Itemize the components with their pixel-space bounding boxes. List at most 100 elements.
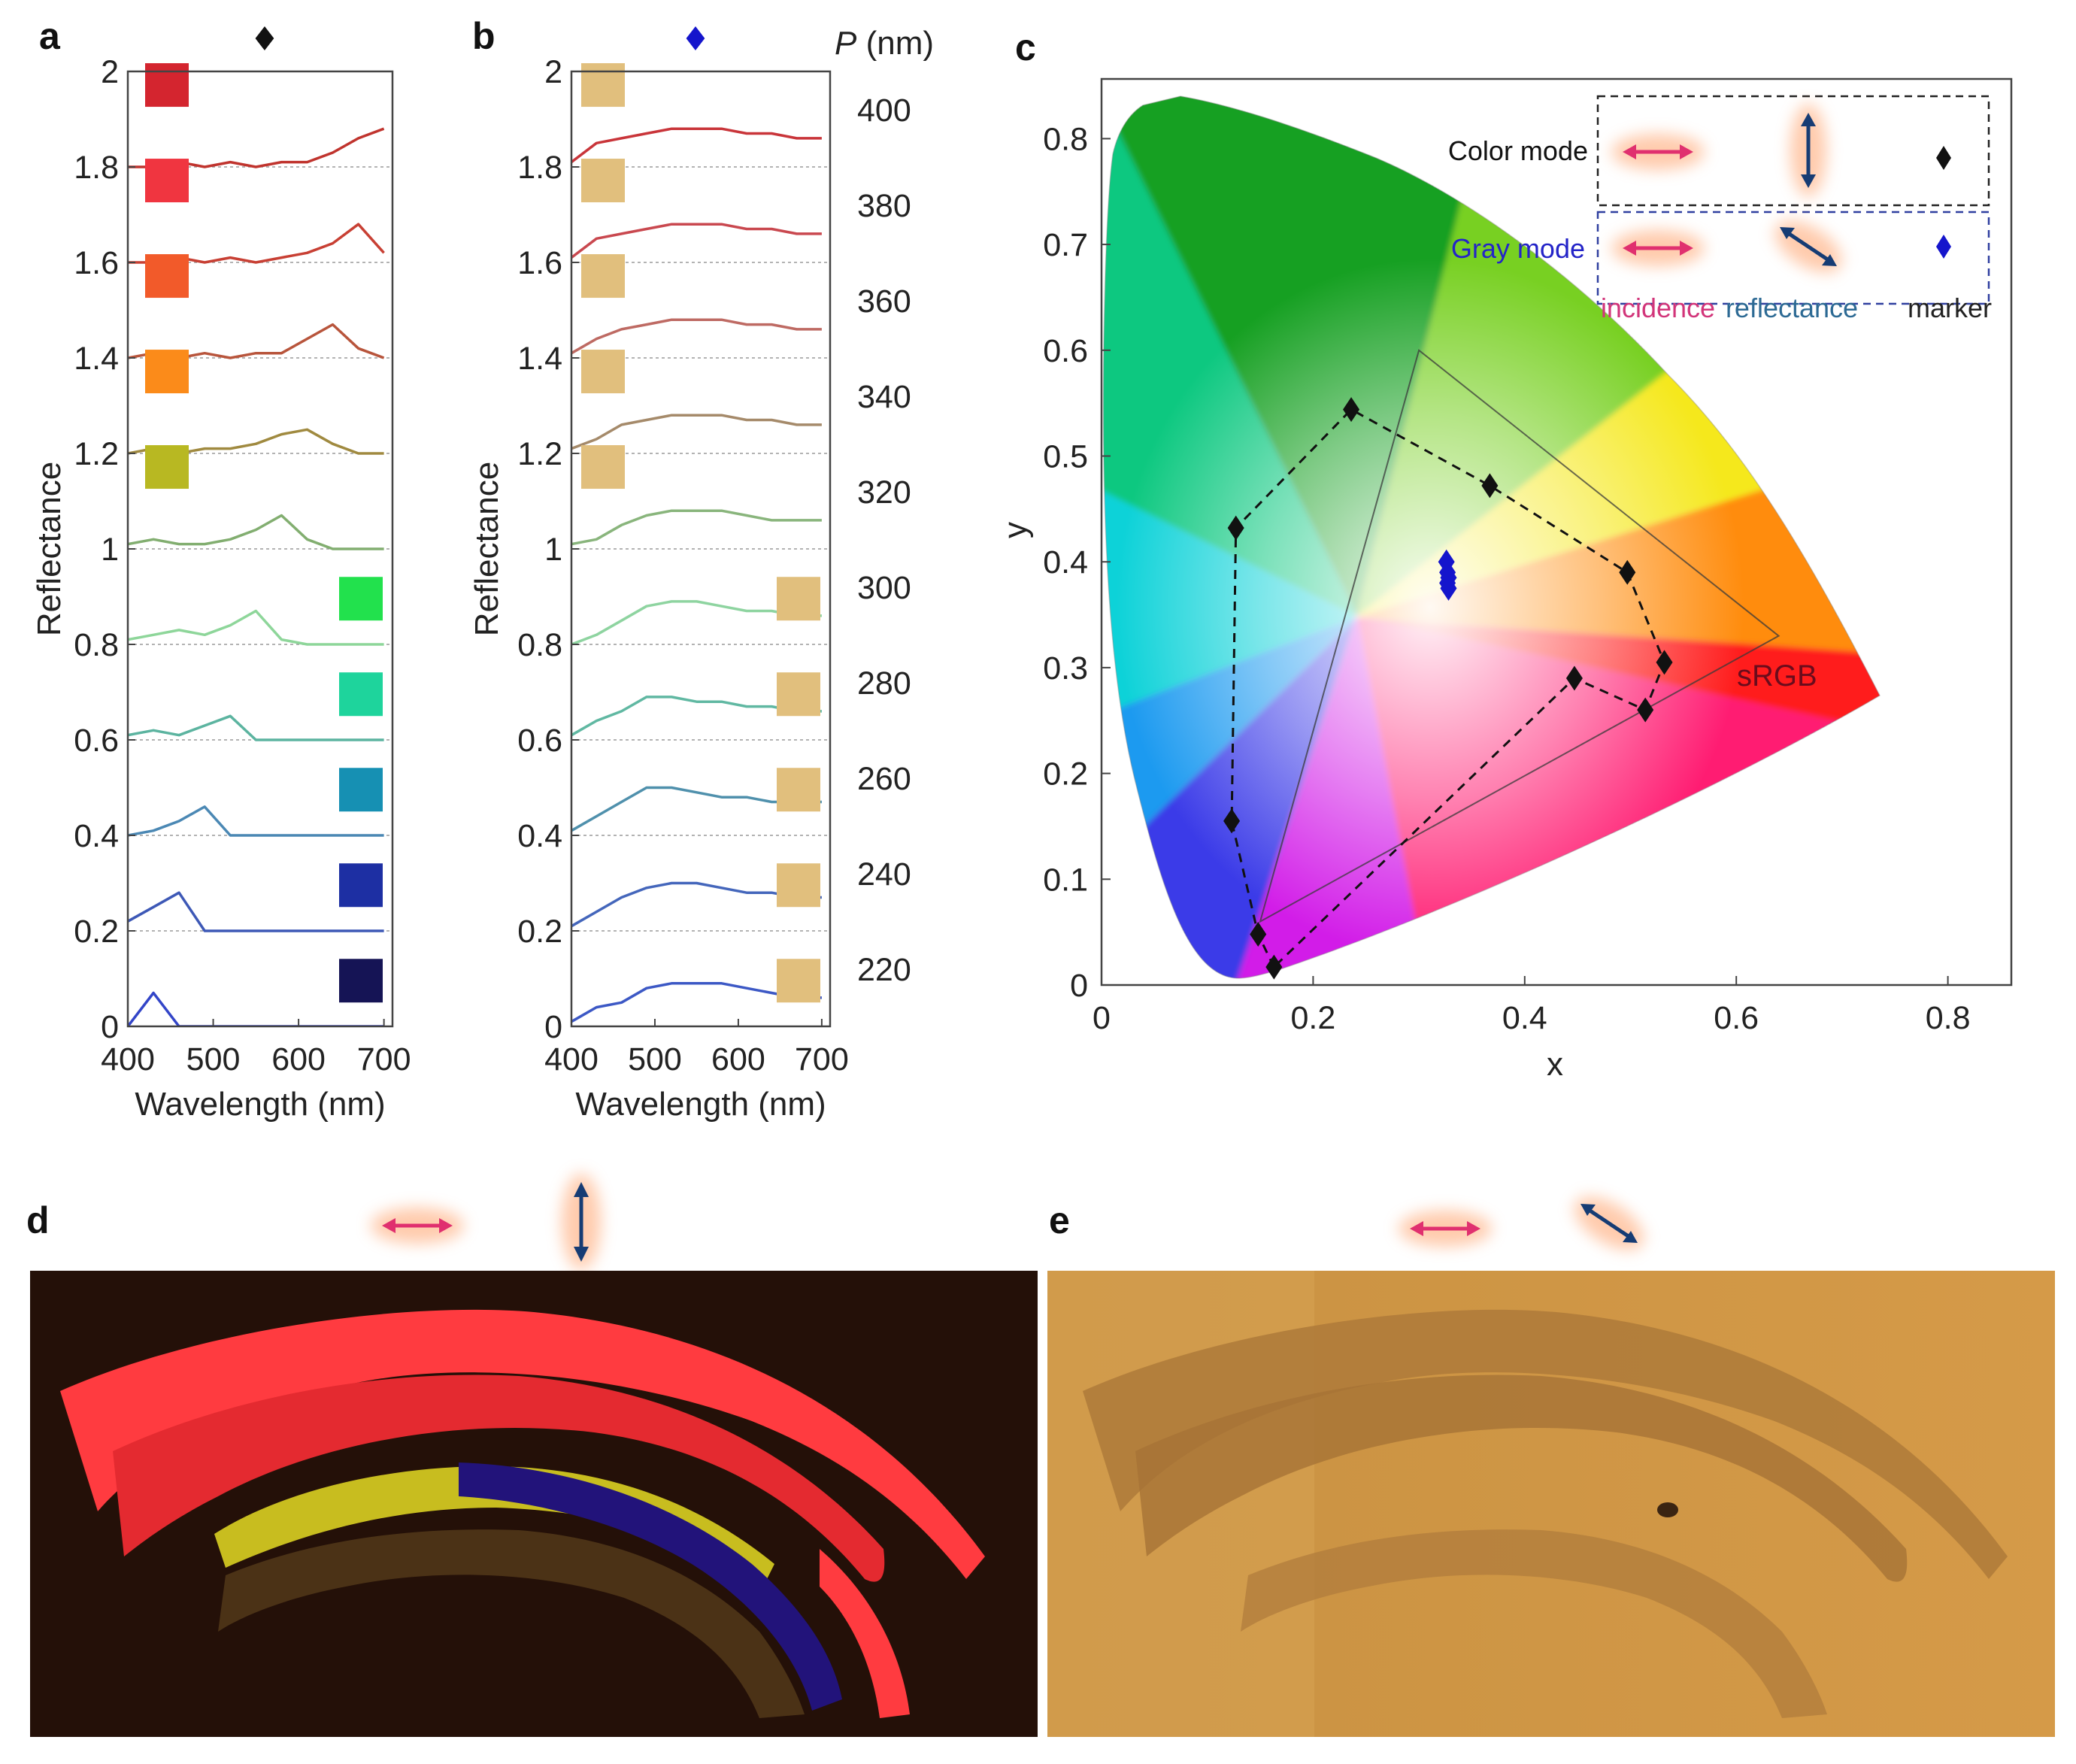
swatches-a <box>145 63 383 1003</box>
legend-gray-mode-label: Gray mode <box>1451 233 1585 264</box>
gray-mode-points <box>1438 549 1457 601</box>
y-tick-label: 1.4 <box>517 341 562 377</box>
color-swatch <box>145 159 189 203</box>
x-tick-label: 0.6 <box>1714 1000 1759 1036</box>
y-tick-label: 2 <box>544 54 562 90</box>
legend-incidence-arrow-color <box>1611 134 1705 170</box>
x-ticks-a: 400 500 600 700 <box>101 1019 411 1077</box>
color-swatch <box>339 577 383 621</box>
micrograph-color-mode <box>30 1271 1038 1737</box>
color-mode-marker <box>1250 921 1267 947</box>
y-tick-label: 0 <box>101 1009 119 1045</box>
color-mode-marker <box>1481 473 1499 499</box>
color-mode-path <box>1230 408 1666 968</box>
period-label: 220 <box>857 952 911 988</box>
color-swatch <box>145 63 189 108</box>
legend-color-mode-box <box>1596 95 1990 207</box>
color-mode-marker <box>1656 650 1673 675</box>
spectrum-P-220 <box>128 991 384 1026</box>
legend-marker-color <box>1936 146 1951 170</box>
legend-reflectance-arrow-color <box>1790 104 1826 197</box>
y-tick-label: 0.7 <box>1043 227 1088 263</box>
y-tick-label: 1.6 <box>517 245 562 281</box>
color-swatch <box>145 445 189 489</box>
sample-swatch <box>581 350 625 394</box>
color-mode-marker <box>1637 697 1654 723</box>
y-tick-label: 1 <box>101 532 119 568</box>
srgb-triangle <box>1259 349 1781 923</box>
y-tick-label: 1.6 <box>74 245 119 281</box>
x-tick-label: 600 <box>711 1041 765 1077</box>
legend-reflectance-arrow-gray <box>1774 220 1842 273</box>
y-tick-label: 0.8 <box>1043 121 1088 157</box>
color-mode-marker <box>1223 808 1241 834</box>
incidence-arrow-e <box>1399 1211 1492 1247</box>
sample-swatch <box>581 159 625 203</box>
gray-mode-marker <box>1440 575 1457 601</box>
legend-incidence-arrow-gray <box>1611 230 1705 266</box>
spectrum-P-380 <box>571 223 822 259</box>
color-mode-marker <box>1619 559 1636 585</box>
legend-gray-mode-box <box>1596 211 1990 305</box>
srgb-label: sRGB <box>1737 659 1817 693</box>
period-label: 320 <box>857 474 911 511</box>
period-label: 360 <box>857 283 911 320</box>
color-mode-marker <box>1227 515 1244 541</box>
y-tick-label: 0.6 <box>74 723 119 759</box>
sample-swatch <box>581 254 625 299</box>
color-swatch <box>145 254 189 299</box>
legend-marker-label: marker <box>1908 292 1992 323</box>
x-tick-label: 700 <box>357 1041 411 1077</box>
y-tick-label: 0.4 <box>74 818 119 854</box>
y-tick-label: 1.4 <box>74 341 119 377</box>
sample-swatch <box>777 672 820 717</box>
marker-black-diamond: ♦ <box>250 20 279 59</box>
y-tick-label: 2 <box>101 54 119 90</box>
legend-color-mode-label: Color mode <box>1448 135 1588 166</box>
spectrum-P-360 <box>571 318 822 355</box>
spectrum-P-240 <box>128 891 384 932</box>
spectrum-P-260 <box>128 805 384 837</box>
spectrum-P-400 <box>571 127 822 163</box>
y-tick-label: 1.2 <box>74 436 119 472</box>
color-mode-marker <box>1265 954 1283 980</box>
y-tick-label: 1.8 <box>74 150 119 186</box>
period-label: 240 <box>857 856 911 893</box>
sample-swatch <box>581 63 625 108</box>
y-tick-label: 0.6 <box>517 723 562 759</box>
y-ticks-b: 0 0.2 0.4 0.6 0.8 1 1.2 1.4 1.6 1.8 2 <box>517 54 579 1045</box>
period-label: 400 <box>857 92 911 129</box>
y-tick-label: 0.4 <box>1043 544 1088 580</box>
y-axis-label-c: y <box>997 522 1034 538</box>
color-swatch <box>339 768 383 812</box>
y-tick-label: 0.1 <box>1043 862 1088 898</box>
y-tick-label: 0.4 <box>517 818 562 854</box>
y-tick-label: 0.5 <box>1043 439 1088 475</box>
x-axis-label-a: Wavelength (nm) <box>135 1086 385 1123</box>
x-axis-label-b: Wavelength (nm) <box>575 1086 826 1123</box>
micrograph-gray-mode <box>1047 1271 2055 1737</box>
x-tick-label: 0.8 <box>1926 1000 1971 1036</box>
axes-frame-c <box>1100 77 2013 987</box>
legend-marker-gray <box>1936 235 1951 259</box>
y-tick-label: 0.2 <box>1043 756 1088 793</box>
legend-incidence-label: incidence <box>1601 292 1715 323</box>
y-tick-label: 0 <box>544 1009 562 1045</box>
x-tick-label: 500 <box>628 1041 682 1077</box>
panel-label-a: a <box>39 15 61 57</box>
y-tick-label: 0 <box>1070 968 1088 1004</box>
panel-label-d: d <box>26 1199 50 1241</box>
x-tick-label: 600 <box>271 1041 326 1077</box>
p-header: P (nm) <box>835 25 934 62</box>
color-swatch <box>145 350 189 394</box>
y-tick-label: 1 <box>544 532 562 568</box>
sample-swatch <box>777 577 820 621</box>
color-swatch <box>339 863 383 908</box>
period-label: 380 <box>857 188 911 224</box>
period-labels-b: 400 380 360 340 320 300 280 260 240 220 <box>857 92 911 988</box>
spectrum-P-340 <box>571 414 822 450</box>
y-ticks-a: 0 0.2 0.4 0.6 0.8 1 1.2 1.4 1.6 1.8 2 <box>74 54 135 1045</box>
spectrum-P-280 <box>128 714 384 741</box>
y-tick-label: 0.2 <box>74 914 119 950</box>
y-tick-label: 0.8 <box>517 627 562 663</box>
